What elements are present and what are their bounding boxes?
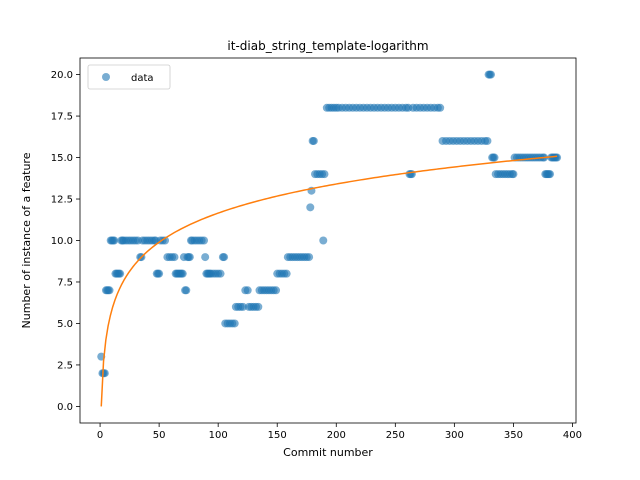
data-point	[238, 302, 247, 311]
data-point	[490, 153, 499, 162]
x-tick-label: 350	[504, 430, 523, 441]
y-tick-label: 15.0	[51, 153, 73, 164]
data-point	[305, 253, 314, 262]
data-point	[546, 170, 555, 179]
data-point	[116, 269, 125, 278]
y-tick-label: 12.5	[51, 195, 73, 206]
legend-marker-data	[102, 73, 110, 81]
data-point	[486, 70, 495, 79]
data-point	[306, 203, 315, 212]
y-tick-label: 17.5	[51, 112, 73, 123]
data-point	[230, 319, 239, 328]
data-point	[110, 236, 119, 245]
plot-area	[97, 70, 562, 407]
data-point	[309, 136, 318, 145]
data-point	[161, 236, 170, 245]
legend-label-data: data	[131, 73, 154, 84]
x-tick-label: 0	[97, 430, 103, 441]
legend: data	[87, 64, 171, 90]
data-point	[272, 286, 281, 295]
data-point	[282, 269, 291, 278]
data-point	[220, 253, 229, 262]
data-point	[553, 153, 562, 162]
data-point	[182, 286, 191, 295]
data-point	[319, 236, 328, 245]
y-tick-label: 2.5	[57, 360, 73, 371]
data-point	[201, 253, 210, 262]
data-point	[105, 286, 114, 295]
data-point	[483, 136, 492, 145]
data-point	[185, 253, 194, 262]
x-tick-label: 300	[445, 430, 464, 441]
data-point	[436, 103, 445, 112]
data-point	[100, 369, 109, 378]
fit-line	[100, 155, 558, 407]
y-tick-label: 0.0	[57, 402, 73, 413]
data-point	[216, 269, 225, 278]
y-axis-label: Number of instance of a feature	[20, 152, 33, 328]
data-point	[509, 170, 518, 179]
x-tick-label: 250	[386, 430, 405, 441]
x-tick-label: 50	[153, 430, 166, 441]
data-point	[155, 269, 164, 278]
data-point	[243, 286, 252, 295]
x-tick-label: 400	[563, 430, 582, 441]
y-tick-label: 10.0	[51, 236, 73, 247]
axis-ticks: 0 50 100 150 200 250 300 350 400 0.0 2.5 5.0 7.5 10.0…	[51, 70, 582, 441]
data-point	[254, 302, 263, 311]
legend-box	[87, 64, 171, 90]
y-tick-label: 5.0	[57, 319, 73, 330]
x-tick-label: 200	[327, 430, 346, 441]
data-point	[170, 253, 179, 262]
y-tick-label: 7.5	[57, 277, 73, 288]
data-point	[200, 236, 208, 245]
data-point	[178, 269, 187, 278]
x-tick-label: 150	[268, 430, 287, 441]
data-point	[320, 170, 329, 179]
y-tick-label: 20.0	[51, 70, 73, 81]
chart-title: it-diab_string_template-logarithm	[227, 39, 428, 53]
x-axis-label: Commit number	[283, 446, 373, 459]
x-tick-label: 100	[209, 430, 228, 441]
